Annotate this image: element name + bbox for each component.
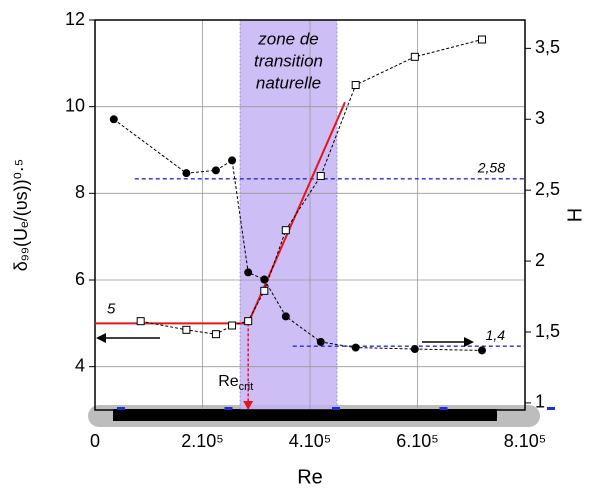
re-crit-text: Re [218, 373, 239, 390]
circle-marker [244, 268, 253, 277]
left-axis-arrowhead [96, 333, 106, 343]
circle-marker [478, 346, 486, 355]
circle-marker [109, 115, 118, 124]
wall-marker [439, 407, 448, 410]
wall-marker [547, 407, 555, 410]
y2-tick-label: 3,5 [535, 37, 560, 57]
wall [113, 409, 497, 421]
fit-label: 5 [107, 300, 116, 317]
y2-tick-label: 2 [535, 250, 545, 270]
circle-marker [260, 275, 269, 284]
y2-tick-label: 1,5 [535, 321, 560, 341]
square-marker [211, 330, 220, 339]
circle-marker [182, 169, 191, 178]
x-tick-label: 0 [90, 431, 100, 451]
x-tick-label: 6.10⁵ [396, 431, 439, 451]
zone-label: zone de [257, 29, 319, 48]
square-marker [316, 172, 325, 180]
square-marker [136, 317, 145, 326]
plot-frame [94, 19, 526, 411]
y2-axis-label: H [564, 208, 586, 222]
y-tick-label: 8 [75, 182, 85, 202]
square-marker [228, 321, 237, 330]
y-tick-label: 10 [65, 95, 85, 115]
square-marker [281, 226, 290, 235]
y2-tick-label: 1 [535, 392, 545, 412]
series-line [113, 118, 483, 351]
wall-marker [224, 407, 233, 410]
y-axis-label: δ₉₉(Uₑ/(υs))⁰·⁵ [11, 159, 31, 271]
zone-label: transition [254, 51, 323, 70]
reference-label: 2,58 [477, 160, 505, 176]
re-crit-label: Recrit [218, 373, 253, 393]
y2-tick-label: 2,5 [535, 179, 560, 199]
plot-layer: 4 6 8 10 12 1 1,5 2 2,5 3 3,5 0 2.10⁵ 4.10⁵ 6.10⁵ 8.10⁵… [65, 9, 560, 451]
square-marker [260, 286, 269, 295]
circle-marker [281, 312, 290, 321]
x-tick-label: 4.10⁵ [289, 431, 332, 451]
right-axis-arrowhead [464, 337, 474, 347]
circle-marker [211, 166, 220, 175]
y-tick-label: 4 [75, 355, 85, 375]
circle-marker [228, 156, 237, 165]
x-tick-label: 2.10⁵ [181, 431, 224, 451]
square-marker [244, 317, 253, 326]
y-tick-label: 6 [75, 269, 85, 289]
y2-tick-label: 3 [535, 108, 545, 128]
circle-marker [351, 343, 360, 352]
square-marker [410, 52, 419, 61]
x-tick-label: 8.10⁵ [504, 431, 547, 451]
square-marker [182, 325, 191, 334]
zone-label: naturelle [256, 73, 321, 92]
x-axis-label: Re [297, 466, 323, 488]
circle-marker [410, 345, 419, 354]
square-marker [351, 81, 360, 89]
y-tick-label: 12 [65, 9, 85, 29]
wall-marker [332, 407, 340, 410]
re-crit-arrow [243, 401, 254, 410]
reference-label: 1,4 [486, 327, 506, 343]
circle-marker [316, 337, 325, 346]
square-marker [478, 35, 486, 44]
re-crit-sub: crit [239, 381, 254, 393]
wall-marker [117, 407, 125, 410]
